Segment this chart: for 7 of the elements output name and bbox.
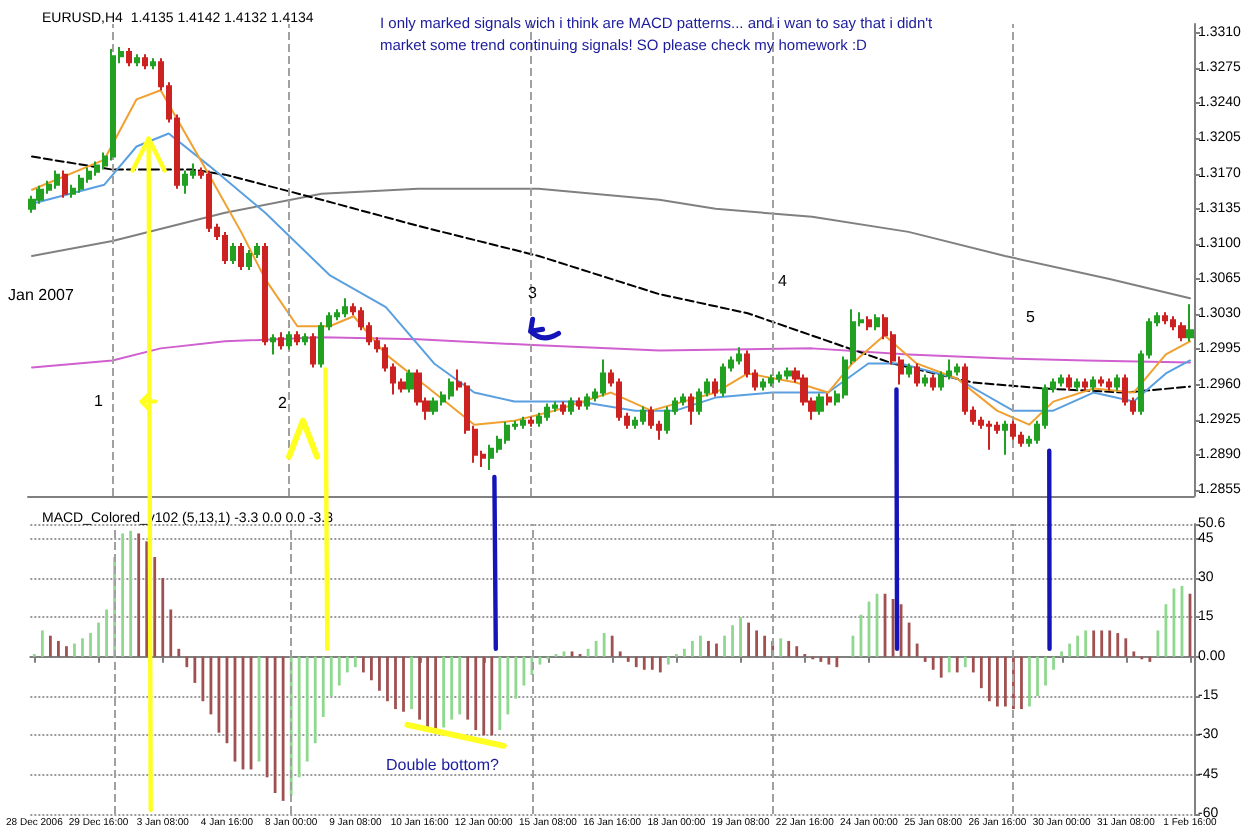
annotation: 1 xyxy=(94,392,104,410)
annotation: Double bottom? xyxy=(386,756,501,774)
annotation: 4 xyxy=(778,272,788,290)
annotation: 5 xyxy=(1026,308,1036,326)
annotation: Jan 2007 xyxy=(8,286,75,304)
annotation: 3 xyxy=(528,284,538,302)
annotation: 2 xyxy=(278,394,288,412)
